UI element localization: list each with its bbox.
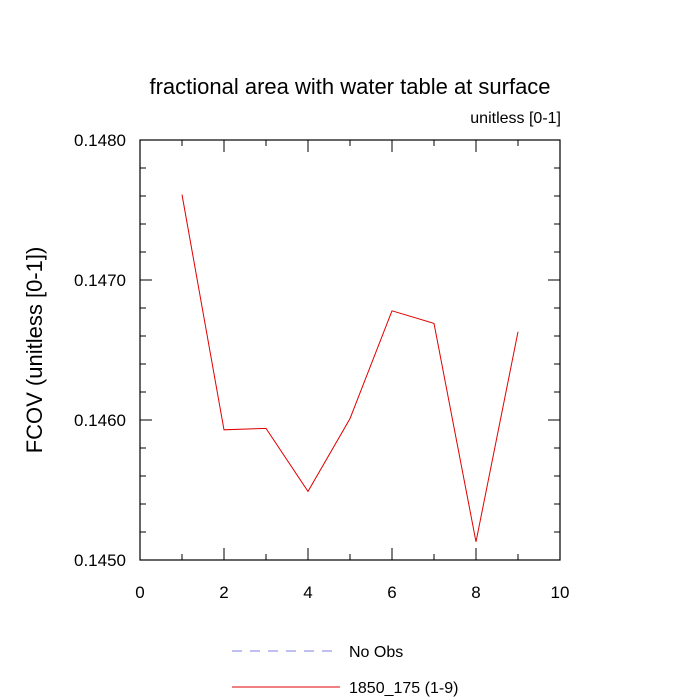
- series-line: [181, 194, 519, 542]
- legend-label: 1850_175 (1-9): [349, 680, 458, 697]
- x-tick-label: 8: [471, 583, 480, 602]
- y-tick-label: 0.1480: [74, 131, 126, 150]
- y-tick-label: 0.1460: [74, 411, 126, 430]
- x-tick-label: 10: [551, 583, 570, 602]
- legend-label: No Obs: [349, 644, 403, 661]
- y-tick-label: 0.1470: [74, 271, 126, 290]
- chart-title: fractional area with water table at surf…: [149, 74, 550, 99]
- plot-frame: [139, 139, 561, 561]
- axis-ticks: [139, 139, 561, 561]
- chart-subtitle: unitless [0-1]: [470, 110, 561, 127]
- series-lines: [181, 194, 519, 542]
- x-tick-label: 6: [387, 583, 396, 602]
- y-axis-label: FCOV (unitless [0-1]): [22, 247, 47, 454]
- x-tick-label: 4: [303, 583, 312, 602]
- x-tick-label: 2: [219, 583, 228, 602]
- x-tick-label: 0: [135, 583, 144, 602]
- legend: No Obs 1850_175 (1-9): [232, 644, 458, 697]
- y-tick-label: 0.1450: [74, 551, 126, 570]
- axis-tick-labels: 0 2 4 6 8 10 0.1450 0.1460 0.1470 0.1480: [74, 131, 569, 602]
